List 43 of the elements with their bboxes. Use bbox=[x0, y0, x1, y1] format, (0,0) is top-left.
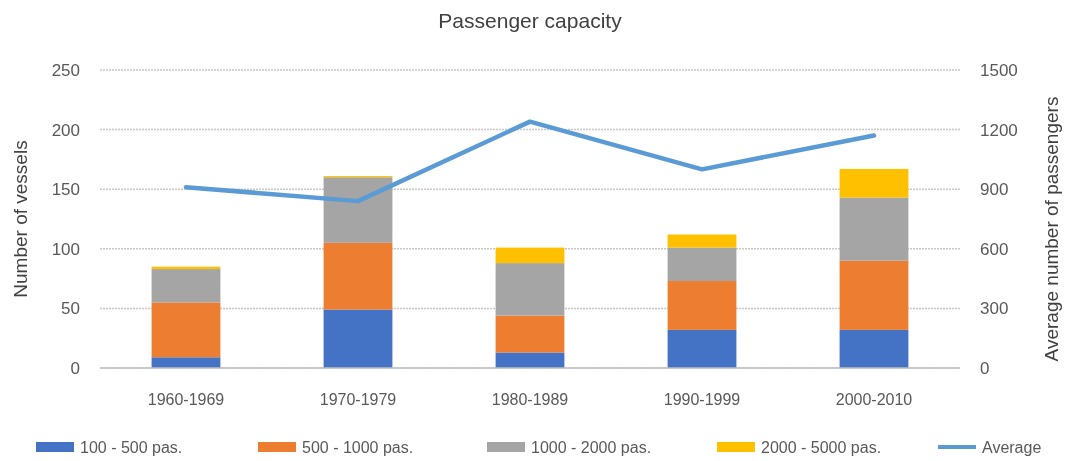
y-tick-label: 0 bbox=[70, 359, 80, 378]
bar bbox=[151, 302, 221, 358]
bar bbox=[667, 329, 737, 368]
y2-tick-label: 0 bbox=[980, 359, 990, 378]
bar bbox=[151, 357, 221, 368]
bar bbox=[839, 168, 909, 198]
bar bbox=[323, 309, 393, 368]
legend-label: Average bbox=[982, 439, 1042, 456]
y2-axis-title: Average number of passengers bbox=[1041, 96, 1062, 362]
bar bbox=[839, 329, 909, 368]
bar bbox=[839, 260, 909, 330]
bar bbox=[667, 247, 737, 281]
y2-tick-label: 900 bbox=[980, 180, 1009, 200]
y2-tick-label: 300 bbox=[980, 299, 1009, 319]
legend-label: 500 - 1000 pas. bbox=[302, 439, 414, 456]
bar bbox=[495, 263, 565, 316]
bar bbox=[495, 247, 565, 264]
x-tick-label: 1980-1989 bbox=[491, 391, 569, 408]
y-tick-label: 150 bbox=[51, 180, 80, 200]
x-tick-label: 2000-2010 bbox=[835, 391, 913, 408]
y-tick-label: 250 bbox=[51, 61, 80, 80]
y-tick-label: 100 bbox=[51, 239, 80, 259]
x-tick-label: 1960-1969 bbox=[147, 391, 225, 408]
bar bbox=[323, 177, 393, 243]
bar bbox=[839, 197, 909, 261]
chart-title: Passenger capacity bbox=[438, 9, 623, 32]
y2-tick-label: 1500 bbox=[980, 61, 1018, 80]
legend-label: 1000 - 2000 pas. bbox=[531, 439, 652, 456]
y-tick-label: 200 bbox=[51, 120, 80, 140]
bar bbox=[667, 280, 737, 330]
x-tick-label: 1970-1979 bbox=[319, 391, 397, 408]
legend-label: 2000 - 5000 pas. bbox=[761, 439, 882, 456]
y-tick-label: 50 bbox=[61, 299, 80, 319]
bar bbox=[151, 269, 221, 303]
bar bbox=[495, 315, 565, 353]
y-axis-title: Number of vessels bbox=[10, 140, 31, 298]
bar bbox=[667, 234, 737, 248]
x-tick-label: 1990-1999 bbox=[663, 391, 741, 408]
bar bbox=[323, 242, 393, 310]
legend-label: 100 - 500 pas. bbox=[80, 439, 183, 456]
y2-tick-label: 600 bbox=[980, 239, 1009, 259]
y2-tick-label: 1200 bbox=[980, 120, 1018, 140]
line-series bbox=[183, 119, 877, 204]
